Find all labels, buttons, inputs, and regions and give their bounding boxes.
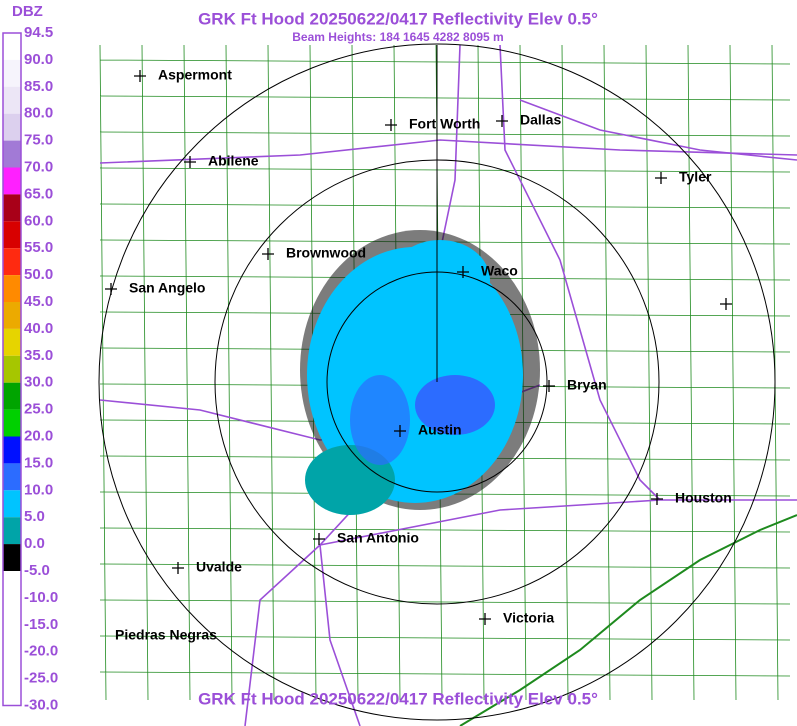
city-label: Houston xyxy=(675,490,732,506)
city-label: Austin xyxy=(418,422,462,438)
legend-label: 94.5 xyxy=(24,24,53,41)
city-label: Bryan xyxy=(567,377,607,393)
highway xyxy=(319,544,361,726)
highway xyxy=(99,139,797,164)
legend-label: -20.0 xyxy=(24,643,58,660)
city-marker xyxy=(479,613,491,625)
city-marker xyxy=(720,298,732,310)
color-segment xyxy=(3,140,21,168)
color-segment xyxy=(3,59,21,87)
legend-label: 25.0 xyxy=(24,401,53,418)
city-marker xyxy=(394,425,406,437)
legend-label: 65.0 xyxy=(24,185,53,202)
city-label: Victoria xyxy=(503,610,554,626)
color-segment xyxy=(3,86,21,114)
footer-title: GRK Ft Hood 20250622/0417 Reflectivity E… xyxy=(198,689,598,708)
city-label: Aspermont xyxy=(158,67,232,83)
legend-label: -15.0 xyxy=(24,616,58,633)
color-segment xyxy=(3,436,21,464)
highway xyxy=(519,99,797,161)
legend-label: 30.0 xyxy=(24,374,53,391)
city-label: Waco xyxy=(481,263,518,279)
highway xyxy=(319,499,797,546)
legend-label: 55.0 xyxy=(24,239,53,256)
color-segment xyxy=(3,355,21,383)
color-segment xyxy=(3,328,21,356)
color-segment xyxy=(3,248,21,276)
city-marker xyxy=(184,156,196,168)
legend-label: 0.0 xyxy=(24,535,45,552)
legend-unit: DBZ xyxy=(12,3,43,20)
city-marker xyxy=(105,283,117,295)
color-segment xyxy=(3,409,21,437)
legend-label: 80.0 xyxy=(24,105,53,122)
legend-label: 45.0 xyxy=(24,293,53,310)
legend-label: -30.0 xyxy=(24,696,58,713)
legend-label: -25.0 xyxy=(24,670,58,687)
subtitle: Beam Heights: 184 1645 4282 8095 m xyxy=(292,30,503,44)
legend-label: 75.0 xyxy=(24,132,53,149)
range-ring xyxy=(98,43,776,721)
color-segment xyxy=(3,544,21,571)
legend-label: -10.0 xyxy=(24,589,58,606)
color-segment xyxy=(3,275,21,302)
color-segment xyxy=(3,194,21,222)
city-marker xyxy=(313,533,325,545)
legend-label: -5.0 xyxy=(24,562,50,579)
color-segment xyxy=(3,33,21,60)
color-segment xyxy=(3,517,21,545)
color-segment xyxy=(3,651,21,679)
city-label: Uvalde xyxy=(196,559,242,575)
color-segment xyxy=(3,490,21,518)
echo-strong xyxy=(350,375,410,465)
city-label: Brownwood xyxy=(286,245,366,261)
color-segment xyxy=(3,167,21,195)
city-marker xyxy=(457,266,469,278)
title: GRK Ft Hood 20250622/0417 Reflectivity E… xyxy=(198,9,598,28)
color-segment xyxy=(3,678,21,706)
color-segment xyxy=(3,302,21,329)
city-marker xyxy=(172,562,184,574)
echo xyxy=(390,240,490,320)
city-label: Fort Worth xyxy=(409,116,480,132)
city-marker xyxy=(543,380,555,392)
legend-label: 40.0 xyxy=(24,320,53,337)
map: Aspermont Fort Worth Dallas Abilene Tyler Bro… xyxy=(98,43,797,726)
color-segment xyxy=(3,382,21,410)
highway xyxy=(499,44,661,501)
city-label: San Antonio xyxy=(337,530,419,546)
legend-label: 50.0 xyxy=(24,266,53,283)
legend-label: 5.0 xyxy=(24,508,45,525)
colorbar-frame xyxy=(2,32,22,707)
city-marker xyxy=(385,119,397,131)
color-segment xyxy=(3,571,21,598)
city-marker xyxy=(651,493,663,505)
city-label: Dallas xyxy=(520,112,561,128)
city-marker xyxy=(655,172,667,184)
city-label: Piedras Negras xyxy=(115,627,217,643)
legend-label: 90.0 xyxy=(24,51,53,68)
coastline xyxy=(459,514,797,726)
city-marker xyxy=(496,115,508,127)
city-marker xyxy=(134,70,146,82)
color-segment xyxy=(3,463,21,491)
legend-label: 85.0 xyxy=(24,78,53,95)
city-label: Abilene xyxy=(208,153,259,169)
color-segment xyxy=(3,221,21,249)
legend-label: 10.0 xyxy=(24,481,53,498)
color-segment xyxy=(3,597,21,625)
city-label: Tyler xyxy=(679,169,712,185)
city-marker xyxy=(262,248,274,260)
city-label: San Angelo xyxy=(129,280,206,296)
legend-label: 35.0 xyxy=(24,347,53,364)
color-segment xyxy=(3,113,21,141)
legend-label: 20.0 xyxy=(24,427,53,444)
legend-label: 70.0 xyxy=(24,158,53,175)
legend-label: 15.0 xyxy=(24,454,53,471)
echo-strong xyxy=(415,375,495,435)
color-segment xyxy=(3,624,21,652)
legend-label: 60.0 xyxy=(24,212,53,229)
